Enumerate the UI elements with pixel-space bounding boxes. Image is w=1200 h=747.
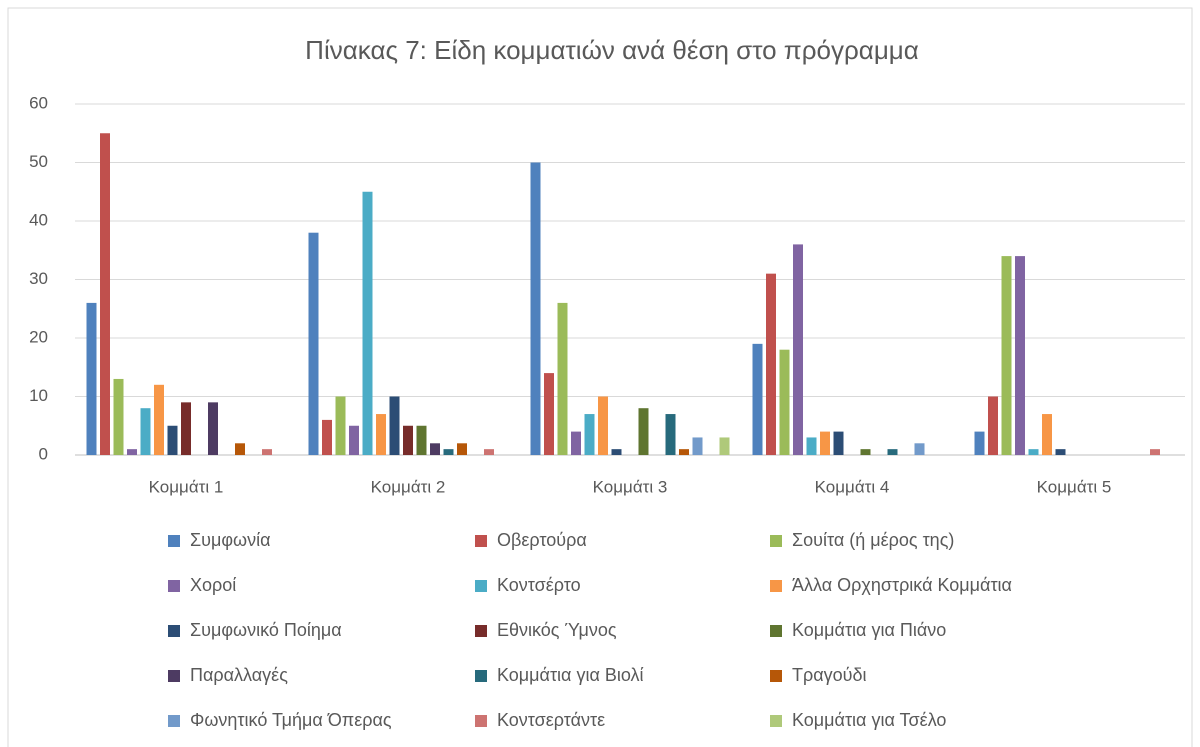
legend-label: Συμφωνία xyxy=(190,530,270,550)
x-tick-label: Κομμάτι 4 xyxy=(815,477,890,496)
legend-swatch xyxy=(168,670,180,682)
bar xyxy=(376,414,386,455)
legend-label: Τραγούδι xyxy=(792,665,867,685)
legend-label: Κομμάτια για Βιολί xyxy=(497,665,644,685)
bar xyxy=(430,443,440,455)
bar xyxy=(389,396,400,455)
bar xyxy=(887,449,898,455)
y-tick-label: 0 xyxy=(39,444,48,463)
x-tick-label: Κομμάτι 3 xyxy=(593,477,668,496)
legend-label: Φωνητικό Τμήμα Όπερας xyxy=(190,710,392,730)
bar xyxy=(598,396,608,455)
x-tick-label: Κομμάτι 1 xyxy=(149,477,224,496)
y-tick-label: 30 xyxy=(29,269,48,288)
bar xyxy=(766,273,776,455)
bar xyxy=(806,437,817,455)
bar xyxy=(154,384,164,455)
legend-label: Κοντσερτάντε xyxy=(497,710,605,730)
legend-label: Κομμάτια για Τσέλο xyxy=(792,710,946,730)
bar xyxy=(457,443,467,455)
bar xyxy=(719,437,730,455)
legend-label: Οβερτούρα xyxy=(497,530,587,550)
bar xyxy=(779,349,790,455)
bar xyxy=(1055,449,1066,455)
bar xyxy=(127,449,137,455)
bar xyxy=(557,302,568,455)
bar xyxy=(860,449,871,455)
legend-swatch xyxy=(168,715,180,727)
bar xyxy=(679,449,689,455)
chart-frame xyxy=(7,7,1193,747)
legend-swatch xyxy=(475,535,487,547)
bar xyxy=(335,396,346,455)
bar xyxy=(1001,256,1012,455)
legend-swatch xyxy=(168,580,180,592)
legend-label: Άλλα Ορχηστρικά Κομμάτια xyxy=(792,575,1012,595)
legend-label: Παραλλαγές xyxy=(190,665,288,685)
bar xyxy=(820,431,830,455)
legend-swatch xyxy=(475,715,487,727)
bar xyxy=(530,162,541,455)
legend-label: Σουίτα (ή μέρος της) xyxy=(792,530,954,550)
bar xyxy=(1028,449,1039,455)
bar xyxy=(571,431,581,455)
legend-swatch xyxy=(770,670,782,682)
legend-swatch xyxy=(475,580,487,592)
legend-swatch xyxy=(168,535,180,547)
chart-title: Πίνακας 7: Είδη κομματιών ανά θέση στο π… xyxy=(305,35,919,65)
legend-label: Συμφωνικό Ποίημα xyxy=(190,620,342,640)
legend-swatch xyxy=(770,580,782,592)
bar xyxy=(692,437,703,455)
bar xyxy=(181,402,191,455)
legend-label: Εθνικός Ύμνος xyxy=(497,620,617,640)
bar xyxy=(793,244,803,455)
bar xyxy=(100,133,110,455)
legend-label: Κομμάτια για Πιάνο xyxy=(792,620,946,640)
bar xyxy=(638,408,649,455)
y-tick-label: 20 xyxy=(29,327,48,346)
bar xyxy=(914,443,925,455)
x-tick-label: Κομμάτι 5 xyxy=(1037,477,1112,496)
legend-swatch xyxy=(475,625,487,637)
bar xyxy=(308,232,319,455)
bar xyxy=(665,414,676,455)
legend-label: Χοροί xyxy=(190,575,236,595)
legend-swatch xyxy=(770,535,782,547)
bar xyxy=(140,408,151,455)
bar xyxy=(752,343,763,455)
bar xyxy=(484,449,494,455)
bar xyxy=(349,425,359,455)
bar xyxy=(611,449,622,455)
bar xyxy=(113,378,124,455)
y-tick-label: 50 xyxy=(29,152,48,171)
legend-swatch xyxy=(475,670,487,682)
bar xyxy=(833,431,844,455)
bar xyxy=(416,425,427,455)
y-tick-label: 10 xyxy=(29,386,48,405)
legend-swatch xyxy=(770,715,782,727)
legend-swatch xyxy=(770,625,782,637)
bar xyxy=(322,419,332,455)
x-tick-label: Κομμάτι 2 xyxy=(371,477,446,496)
bar xyxy=(403,425,413,455)
y-tick-label: 40 xyxy=(29,210,48,229)
bar xyxy=(443,449,454,455)
bar xyxy=(988,396,998,455)
bar xyxy=(86,302,97,455)
bar xyxy=(235,443,245,455)
legend-label: Κοντσέρτο xyxy=(497,575,581,595)
legend-swatch xyxy=(168,625,180,637)
bar xyxy=(167,425,178,455)
bar xyxy=(1015,256,1025,455)
bar xyxy=(362,191,373,455)
bar xyxy=(1042,414,1052,455)
bar xyxy=(974,431,985,455)
y-tick-label: 60 xyxy=(29,93,48,112)
bar xyxy=(544,373,554,455)
bar xyxy=(208,402,218,455)
bar xyxy=(584,414,595,455)
bar xyxy=(262,449,272,455)
bar xyxy=(1150,449,1160,455)
